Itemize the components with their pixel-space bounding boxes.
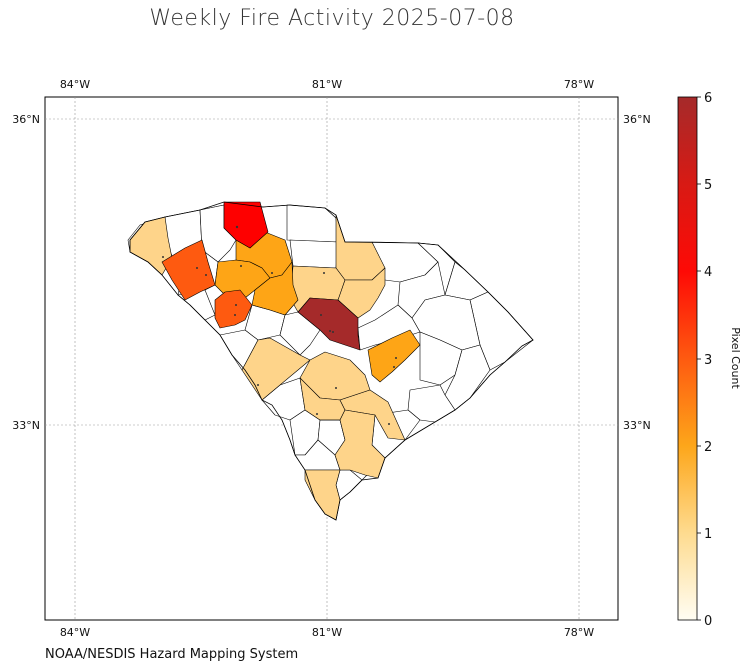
lon-label-bottom-84w: 84°W — [60, 626, 90, 639]
county-count-1 — [241, 337, 311, 401]
fire-point — [388, 423, 390, 425]
colorbar-tick-4: 4 — [704, 265, 712, 280]
colorbar-tick-0: 0 — [704, 614, 712, 629]
data-credit: NOAA/NESDIS Hazard Mapping System — [45, 647, 299, 662]
fire-point — [234, 314, 236, 316]
fire-point — [235, 304, 237, 306]
fire-point — [335, 387, 337, 389]
lat-label-right-33n: 33°N — [623, 419, 651, 432]
colorbar — [677, 96, 698, 621]
fire-point — [316, 413, 318, 415]
fire-point — [196, 267, 198, 269]
colorbar-tick-2: 2 — [704, 440, 712, 455]
lon-label-top-78w: 78°W — [564, 78, 594, 91]
colorbar-tick-5: 5 — [704, 178, 712, 193]
map-title: Weekly Fire Activity 2025-07-08 — [149, 6, 515, 31]
lon-label-bottom-81w: 81°W — [312, 626, 342, 639]
fire-point — [320, 314, 322, 316]
fire-point — [393, 366, 395, 368]
fire-point — [240, 265, 242, 267]
colorbar-tick-6: 6 — [704, 91, 712, 106]
county-count-3 — [161, 239, 216, 301]
lat-label-left-33n: 33°N — [12, 419, 40, 432]
county-count-6 — [297, 297, 361, 351]
fire-point — [235, 225, 239, 229]
county-zero — [289, 239, 339, 269]
county-count-2 — [251, 261, 299, 316]
county-count-3 — [214, 289, 253, 329]
fire-point — [323, 272, 325, 274]
county-count-1 — [319, 409, 386, 479]
county-count-2 — [367, 329, 421, 383]
county-zero — [357, 304, 421, 351]
lon-label-bottom-78w: 78°W — [564, 626, 594, 639]
fire-points — [162, 225, 397, 425]
lon-label-top-84w: 84°W — [60, 78, 90, 91]
lat-label-right-36n: 36°N — [623, 113, 651, 126]
state-outline — [129, 201, 534, 521]
fire-point — [257, 384, 259, 386]
fire-point — [329, 330, 331, 332]
fire-point — [271, 272, 273, 274]
colorbar-label: Pixel Count — [729, 327, 742, 389]
fire-point — [395, 357, 397, 359]
colorbar-tick-3: 3 — [704, 353, 712, 368]
lat-label-left-36n: 36°N — [12, 113, 40, 126]
lon-label-top-81w: 81°W — [312, 78, 342, 91]
county-count-4 — [223, 201, 269, 249]
fire-point — [162, 256, 164, 258]
fire-point — [205, 274, 207, 276]
colorbar-ticks — [697, 96, 701, 621]
fire-point — [332, 331, 334, 333]
county-layer — [127, 201, 534, 521]
colorbar-tick-1: 1 — [704, 527, 712, 542]
